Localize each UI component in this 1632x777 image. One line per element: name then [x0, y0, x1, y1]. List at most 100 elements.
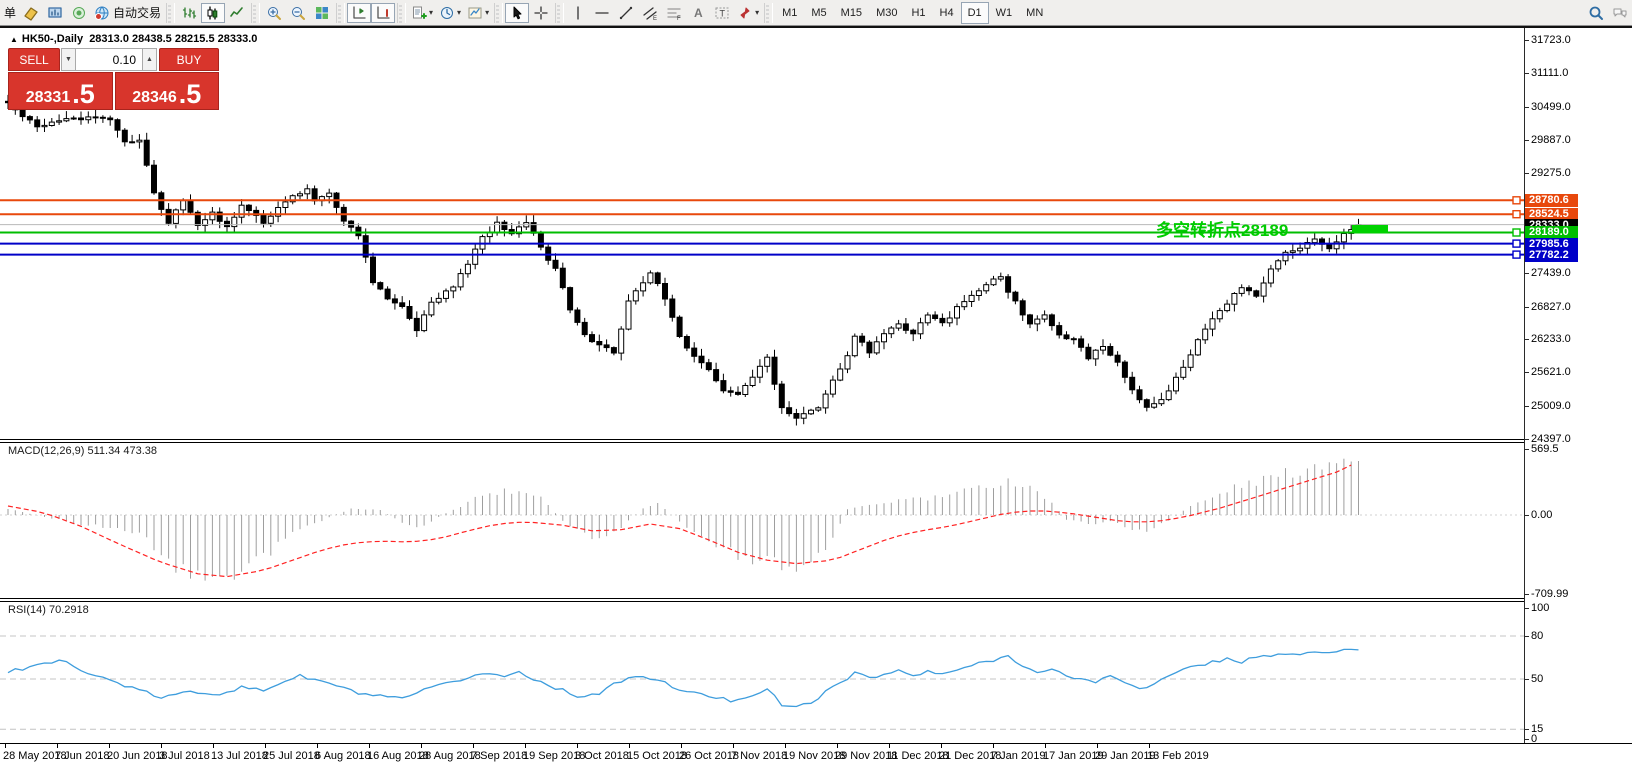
macd-axis-label: -709.99 — [1531, 588, 1569, 600]
svg-text:E: E — [653, 16, 657, 21]
main-price-pane — [0, 28, 1524, 439]
axis-tick-mark — [1525, 40, 1529, 41]
timeframe-m1[interactable]: M1 — [782, 6, 798, 19]
indicators-icon[interactable]: ▾ — [408, 3, 436, 23]
date-label: 13 Jul 2018 — [211, 750, 268, 762]
volume-input[interactable]: 0.10 — [76, 48, 142, 71]
axis-tick-mark — [1525, 515, 1529, 516]
toolbar-separator — [336, 2, 346, 23]
date-label: 15 Oct 2018 — [627, 750, 687, 762]
rsi-axis-label: 50 — [1531, 673, 1544, 685]
axis-tick-mark — [1525, 449, 1529, 450]
axis-tick-mark — [1525, 739, 1529, 740]
bar-chart-icon[interactable] — [177, 3, 201, 23]
date-tick-mark — [213, 744, 214, 748]
date-label: 20 Jun 2018 — [107, 750, 168, 762]
timeframe-m15[interactable]: M15 — [840, 6, 863, 19]
timeframe-h4[interactable]: H4 — [939, 6, 954, 19]
date-label: 19 Sep 2018 — [523, 750, 586, 762]
cursor-icon[interactable] — [505, 2, 530, 23]
fibonacci-icon[interactable]: F — [662, 3, 686, 23]
rsi-pane: RSI(14) 70.2918 — [0, 602, 1524, 743]
date-label: 7 Sep 2018 — [471, 750, 528, 762]
price-tag-28780.6: 28780.6 — [1525, 194, 1578, 207]
templates-icon[interactable]: ▾ — [464, 3, 492, 23]
svg-text:T: T — [720, 8, 726, 18]
date-label: 28 May 2018 — [3, 750, 67, 762]
timeframe-d1[interactable]: D1 — [960, 1, 989, 24]
periods-icon[interactable]: ▾ — [436, 3, 464, 23]
autotrading-button[interactable]: 自动交易 — [91, 3, 164, 23]
candlestick-icon[interactable] — [201, 2, 226, 23]
axis-tick-mark — [1525, 339, 1529, 340]
date-tick-mark — [993, 744, 994, 748]
buy-price-display[interactable]: 28346 .5 — [114, 72, 219, 110]
sell-price-display[interactable]: 28331 .5 — [8, 72, 113, 110]
date-label: 7 Nov 2018 — [731, 750, 788, 762]
chart-shift-icon[interactable] — [347, 2, 372, 23]
sell-price-frac: .5 — [72, 79, 95, 110]
macd-label: MACD(12,26,9) 511.34 473.38 — [8, 445, 157, 457]
price-tag-28189.0: 28189.0 — [1525, 226, 1578, 239]
axis-tick-mark — [1525, 107, 1529, 108]
time-axis: 28 May 2018 7 Jun 2018 20 Jun 2018 3 Jul 20… — [0, 743, 1632, 777]
buy-button[interactable]: BUY — [159, 48, 219, 71]
svg-text:F: F — [677, 16, 681, 21]
pivot-annotation[interactable]: 多空转折点28189 — [1156, 221, 1289, 240]
axis-tick-mark — [1525, 307, 1529, 308]
date-label: 7 Jun 2018 — [55, 750, 110, 762]
search-icon[interactable] — [1584, 3, 1608, 23]
auto-scroll-icon[interactable] — [371, 2, 396, 23]
trendline-icon[interactable] — [614, 3, 638, 23]
date-tick-mark — [941, 744, 942, 748]
arrows-icon[interactable]: ▾ — [734, 3, 762, 23]
date-label: 7 Jan 2019 — [991, 750, 1046, 762]
date-label: 28 Aug 2018 — [419, 750, 481, 762]
axis-tick-mark — [1525, 406, 1529, 407]
line-chart-icon[interactable] — [225, 3, 249, 23]
chart-window-icon[interactable] — [43, 3, 67, 23]
zoom-out-icon[interactable] — [286, 3, 310, 23]
signals-icon[interactable] — [67, 3, 91, 23]
timeframe-h1[interactable]: H1 — [911, 6, 926, 19]
zoom-in-icon[interactable] — [262, 3, 286, 23]
horizontal-line-icon[interactable] — [590, 3, 614, 23]
toolbar-separator — [397, 2, 407, 23]
symbol-period-label: HK50-,Daily — [21, 33, 84, 45]
crosshair-icon[interactable] — [529, 3, 553, 23]
chat-icon[interactable] — [1608, 3, 1632, 23]
axis-tick-mark — [1525, 372, 1529, 373]
order-button[interactable]: 单 — [4, 6, 17, 20]
date-tick-mark — [369, 744, 370, 748]
date-label: 26 Oct 2018 — [679, 750, 739, 762]
date-tick-mark — [57, 744, 58, 748]
new-order-icon[interactable] — [19, 3, 43, 23]
text-icon[interactable]: A — [686, 3, 710, 23]
toolbar-separator — [166, 2, 176, 23]
axis-tick-mark — [1525, 73, 1529, 74]
volume-increase-button[interactable]: ▲ — [142, 48, 157, 71]
sell-button[interactable]: SELL — [8, 48, 60, 71]
toolbar-separator — [251, 2, 261, 23]
pane-separator[interactable] — [0, 439, 1524, 443]
price-axis-label: 31111.0 — [1531, 67, 1569, 79]
timeframe-m5[interactable]: M5 — [811, 6, 827, 19]
text-label-icon[interactable]: T — [710, 3, 734, 23]
collapse-panel-icon[interactable]: ▲ — [10, 35, 18, 44]
price-axis-line — [1524, 28, 1525, 774]
rsi-label: RSI(14) 70.2918 — [8, 604, 89, 616]
ohlc-values: 28313.0 28438.5 28215.5 28333.0 — [89, 33, 258, 45]
axis-tick-mark — [1525, 729, 1529, 730]
pane-separator[interactable] — [0, 598, 1524, 602]
candlestick-plot — [0, 94, 1524, 426]
axis-tick-mark — [1525, 173, 1529, 174]
axis-tick-mark — [1525, 608, 1529, 609]
timeframe-m30[interactable]: M30 — [876, 6, 898, 19]
volume-decrease-button[interactable]: ▼ — [61, 48, 76, 71]
channel-icon[interactable]: E — [638, 3, 662, 23]
rsi-plot — [0, 635, 1524, 730]
timeframe-mn[interactable]: MN — [1026, 6, 1044, 19]
tile-windows-icon[interactable] — [310, 3, 334, 23]
timeframe-w1[interactable]: W1 — [995, 6, 1013, 19]
vertical-line-icon[interactable] — [566, 3, 590, 23]
